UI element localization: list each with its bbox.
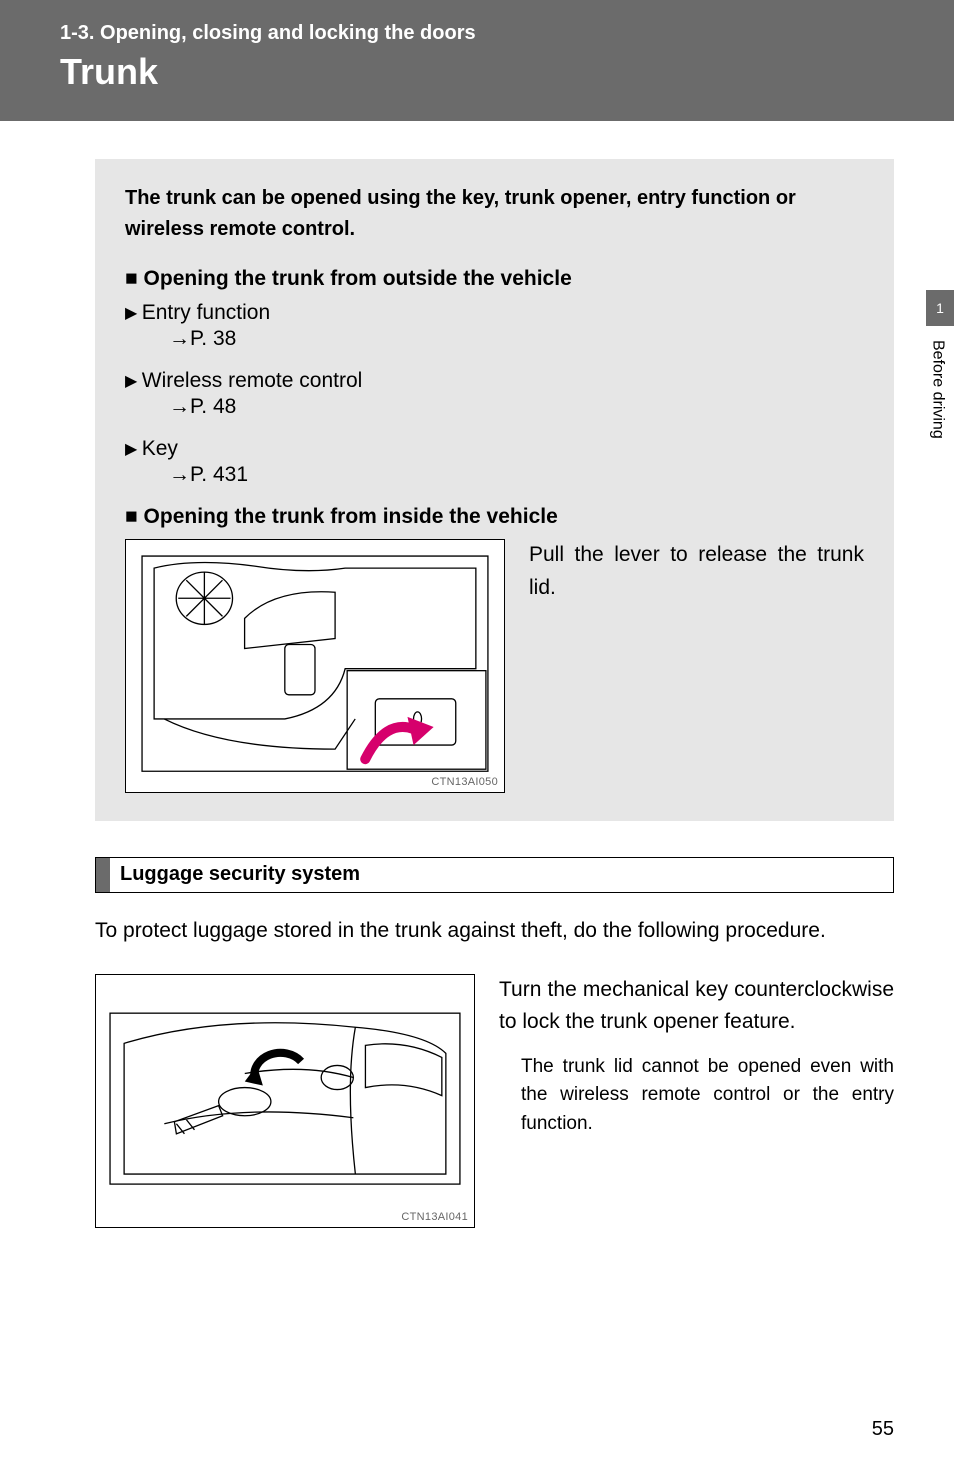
interior-sketch-svg	[134, 548, 496, 779]
section-title: Trunk	[60, 51, 954, 93]
inside-heading: Opening the trunk from inside the vehicl…	[125, 505, 864, 529]
luggage-step-text: Turn the mechanical key counterclockwise…	[499, 974, 894, 1039]
outside-item-wireless: Wireless remote control	[125, 369, 864, 393]
luggage-heading: Luggage security system	[110, 858, 370, 892]
side-tab: 1 Before driving	[926, 290, 954, 439]
arrow-icon	[169, 395, 190, 418]
chapter-number-tab: 1	[926, 290, 954, 326]
illustration-code: CTN13AI050	[431, 776, 498, 788]
luggage-note-text: The trunk lid cannot be opened even with…	[521, 1053, 894, 1139]
outside-item-entry: Entry function	[125, 301, 864, 325]
luggage-intro: To protect luggage stored in the trunk a…	[95, 915, 894, 948]
outside-heading: Opening the trunk from outside the vehic…	[125, 267, 864, 291]
key-lock-sketch-svg	[104, 983, 466, 1214]
luggage-heading-bar: Luggage security system	[95, 857, 894, 893]
outside-item-key: Key	[125, 437, 864, 461]
key-lock-illustration: CTN13AI041	[95, 974, 475, 1228]
outside-item-key-ref: P. 431	[190, 463, 248, 486]
summary-box: The trunk can be opened using the key, t…	[95, 159, 894, 821]
interior-lever-illustration: CTN13AI050	[125, 539, 505, 793]
page-number: 55	[872, 1418, 894, 1441]
inside-text: Pull the lever to release the trunk lid.	[529, 539, 864, 793]
header-band: 1-3. Opening, closing and locking the do…	[0, 0, 954, 121]
intro-text: The trunk can be opened using the key, t…	[125, 183, 864, 245]
arrow-icon	[169, 327, 190, 350]
outside-item-entry-ref: P. 38	[190, 327, 236, 350]
outside-item-wireless-ref: P. 48	[190, 395, 236, 418]
section-path: 1-3. Opening, closing and locking the do…	[60, 22, 954, 45]
heading-accent	[96, 858, 110, 892]
arrow-icon	[169, 463, 190, 486]
illustration-code: CTN13AI041	[401, 1211, 468, 1223]
chapter-label-tab: Before driving	[929, 326, 952, 439]
